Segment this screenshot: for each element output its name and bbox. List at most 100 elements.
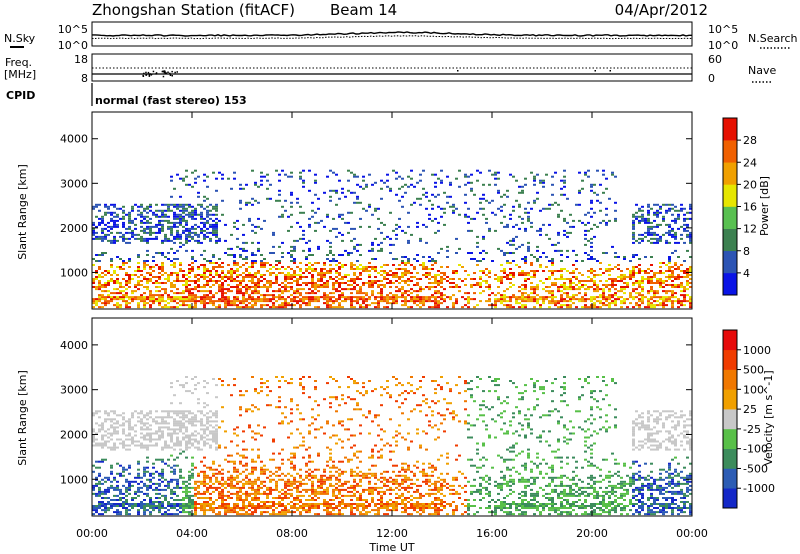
power-cell [137,233,140,236]
power-cell [431,207,434,210]
power-cell [308,288,311,291]
power-cell [212,213,215,216]
power-cell [659,207,662,210]
power-cell [515,223,518,226]
power-cell [368,296,371,299]
power-cell [104,252,107,254]
power-cell [146,241,149,244]
power-cell [125,272,128,274]
power-cell [470,286,473,288]
power-cell [269,286,272,288]
power-cell [248,274,251,276]
velocity-cell [206,422,209,425]
power-cell [131,229,134,232]
velocity-cell [113,476,116,479]
power-cell [209,260,212,262]
power-cell [236,274,239,276]
velocity-cell [260,472,263,475]
velocity-cell [215,488,218,491]
velocity-cell [221,503,224,505]
colorbar-segment [723,228,737,252]
velocity-cell [149,497,152,499]
power-cell [173,241,176,244]
power-cell [113,223,116,226]
power-cell [467,229,470,232]
power-cell [221,288,224,291]
power-cell [311,209,314,212]
power-cell [299,262,302,264]
velocity-cell [170,470,173,473]
velocity-cell [188,410,191,413]
power-cell [356,292,359,295]
power-cell [155,252,158,254]
power-cell [284,276,287,278]
power-cell [530,270,533,272]
power-cell [221,296,224,299]
power-cell [272,231,275,234]
power-cell [434,304,437,307]
velocity-cell [119,442,122,445]
y-tick-label: 4000 [60,133,88,146]
power-cell [557,231,560,234]
power-cell [410,292,413,295]
velocity-cell [152,509,155,512]
velocity-cell [236,490,239,493]
velocity-cell [275,480,278,483]
power-cell [410,306,413,309]
power-cell [278,215,281,218]
power-cell [353,278,356,280]
velocity-cell [251,503,254,505]
power-cell [431,306,434,309]
power-cell [176,233,179,236]
velocity-cell [101,482,104,485]
velocity-cell [245,482,248,485]
velocity-cell [161,460,164,463]
power-cell [671,235,674,238]
power-cell [644,217,647,220]
power-cell [629,296,632,299]
velocity-cell [170,488,173,491]
power-cell [602,219,605,222]
power-cell [137,266,140,268]
power-cell [293,296,296,299]
power-cell [104,274,107,276]
velocity-cell [194,501,197,503]
power-cell [350,302,353,305]
power-cell [227,276,230,278]
power-cell [464,201,467,204]
velocity-cell [119,511,122,514]
velocity-cell [194,503,197,505]
power-cell [299,276,302,278]
power-cell [317,221,320,224]
velocity-cell [191,501,194,503]
velocity-cell [236,507,239,509]
power-cell [230,304,233,307]
velocity-cell [233,462,236,465]
power-cell [104,233,107,236]
velocity-cell [272,509,275,512]
velocity-cell [203,428,206,431]
power-cell [176,278,179,280]
velocity-cell [110,505,113,507]
velocity-cell [269,488,272,491]
velocity-cell [98,444,101,447]
power-cell [257,201,260,204]
power-cell [185,175,188,178]
power-heatmap [92,169,692,309]
velocity-cell [128,503,131,505]
velocity-cell [134,434,137,437]
power-cell [587,298,590,301]
power-cell [437,284,440,286]
power-cell [452,270,455,272]
power-cell [314,298,317,301]
power-cell [668,300,671,303]
power-cell [632,306,635,309]
velocity-cell [239,494,242,497]
power-cell [314,292,317,295]
power-cell [689,300,692,303]
velocity-cell [158,458,161,461]
power-cell [590,227,593,230]
power-cell [275,282,278,284]
power-cell [209,278,212,280]
power-cell [452,278,455,280]
